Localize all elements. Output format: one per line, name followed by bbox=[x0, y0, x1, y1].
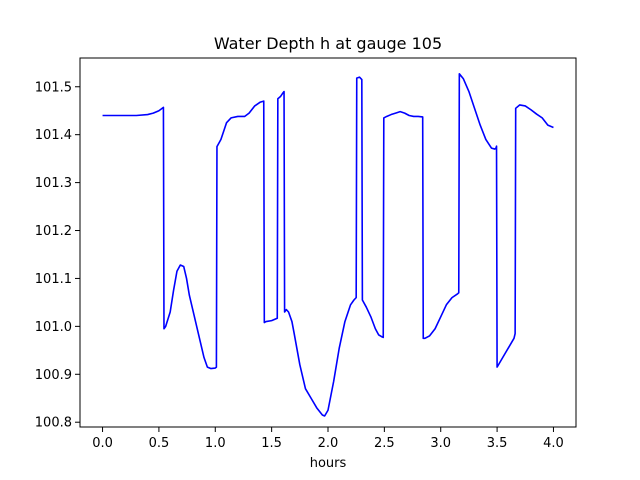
series-layer bbox=[102, 73, 554, 417]
x-axis-ticks: 0.0 0.5 1.0 1.5 2.0 2.5 3.0 3.5 4.0 bbox=[92, 427, 564, 451]
y-tick-label: 101.1 bbox=[35, 272, 72, 287]
y-tick-label: 101.5 bbox=[35, 80, 72, 95]
x-tick-label: 0.0 bbox=[92, 436, 113, 451]
x-tick-label: 2.0 bbox=[318, 436, 339, 451]
x-tick-label: 0.5 bbox=[149, 436, 170, 451]
x-tick-label: 3.5 bbox=[487, 436, 508, 451]
x-axis-label: hours bbox=[310, 456, 347, 471]
y-tick-label: 101.0 bbox=[35, 320, 72, 335]
series-line-0 bbox=[102, 73, 554, 417]
y-tick-label: 101.2 bbox=[35, 224, 72, 239]
y-tick-label: 100.8 bbox=[35, 416, 72, 431]
y-tick-label: 101.3 bbox=[35, 176, 72, 191]
x-tick-label: 3.0 bbox=[430, 436, 451, 451]
x-tick-label: 1.5 bbox=[261, 436, 282, 451]
x-tick-label: 1.0 bbox=[205, 436, 226, 451]
y-tick-label: 101.4 bbox=[35, 128, 72, 143]
chart-title: Water Depth h at gauge 105 bbox=[214, 34, 442, 53]
y-tick-label: 100.9 bbox=[35, 368, 72, 383]
x-tick-label: 2.5 bbox=[374, 436, 395, 451]
x-tick-label: 4.0 bbox=[543, 436, 564, 451]
y-axis-ticks: 100.8 100.9 101.0 101.1 101.2 101.3 101.4 101.5 bbox=[35, 80, 80, 431]
